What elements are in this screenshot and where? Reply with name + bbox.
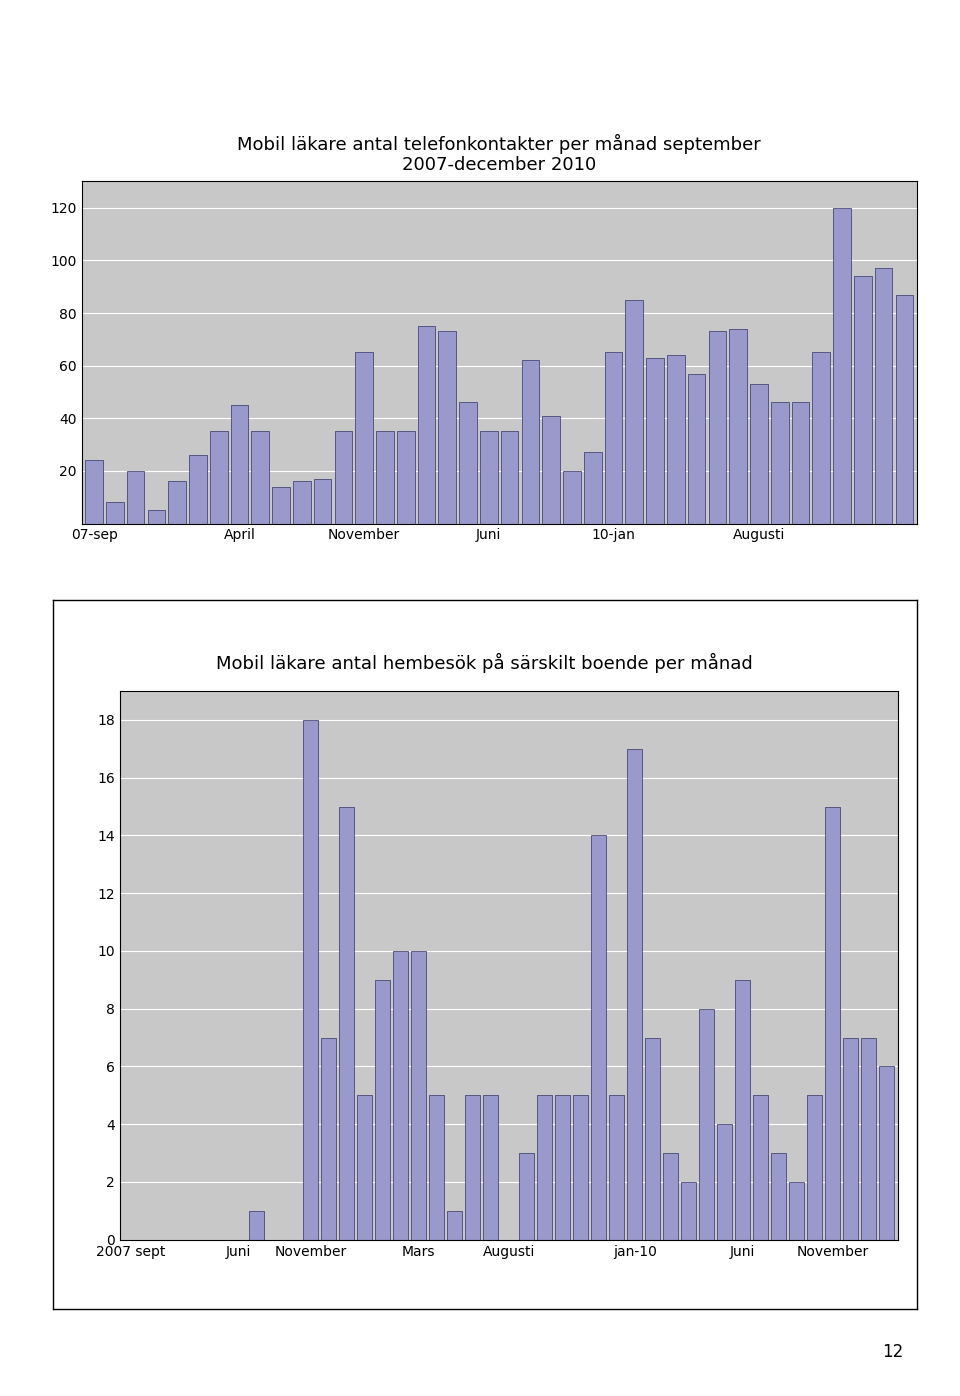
Bar bbox=[501, 431, 518, 524]
Bar bbox=[542, 416, 560, 524]
Bar bbox=[663, 1153, 679, 1240]
Bar bbox=[483, 1096, 498, 1240]
Bar bbox=[538, 1096, 552, 1240]
Text: 12: 12 bbox=[882, 1343, 903, 1361]
Bar bbox=[355, 353, 373, 524]
Text: Mobil läkare antal hembesök på särskilt boende per månad: Mobil läkare antal hembesök på särskilt … bbox=[216, 653, 754, 673]
Bar bbox=[625, 300, 643, 524]
Bar bbox=[394, 951, 408, 1240]
Bar bbox=[168, 482, 186, 524]
Bar bbox=[627, 748, 642, 1240]
Bar bbox=[273, 487, 290, 524]
Bar bbox=[375, 980, 391, 1240]
Bar bbox=[230, 405, 249, 524]
Title: Mobil läkare antal telefonkontakter per månad september
2007-december 2010: Mobil läkare antal telefonkontakter per … bbox=[237, 134, 761, 174]
Bar bbox=[789, 1182, 804, 1240]
Bar bbox=[459, 402, 477, 524]
Bar bbox=[303, 720, 319, 1240]
Bar bbox=[605, 353, 622, 524]
Bar bbox=[127, 470, 144, 524]
Bar bbox=[480, 431, 497, 524]
Bar bbox=[807, 1096, 823, 1240]
Bar bbox=[771, 1153, 786, 1240]
Bar bbox=[210, 431, 228, 524]
Bar bbox=[250, 1210, 264, 1240]
Bar bbox=[610, 1096, 624, 1240]
Bar bbox=[106, 503, 124, 524]
Bar bbox=[252, 431, 269, 524]
Bar bbox=[573, 1096, 588, 1240]
Bar bbox=[429, 1096, 444, 1240]
Bar bbox=[376, 431, 394, 524]
Bar bbox=[771, 402, 788, 524]
Bar bbox=[339, 807, 354, 1240]
Bar bbox=[667, 355, 684, 524]
Bar bbox=[418, 327, 435, 524]
Bar bbox=[439, 331, 456, 524]
Bar bbox=[708, 331, 726, 524]
Bar bbox=[717, 1124, 732, 1240]
Bar bbox=[682, 1182, 696, 1240]
Bar bbox=[396, 431, 415, 524]
Bar bbox=[189, 455, 206, 524]
Bar bbox=[148, 511, 165, 524]
Bar bbox=[730, 329, 747, 524]
Bar bbox=[584, 452, 602, 524]
Bar bbox=[85, 461, 103, 524]
Bar bbox=[564, 470, 581, 524]
Bar bbox=[411, 951, 426, 1240]
Bar bbox=[735, 980, 751, 1240]
Bar bbox=[687, 374, 706, 524]
Bar bbox=[645, 1037, 660, 1240]
Bar bbox=[826, 807, 840, 1240]
Bar bbox=[750, 384, 768, 524]
Bar bbox=[861, 1037, 876, 1240]
Bar bbox=[466, 1096, 480, 1240]
Bar bbox=[754, 1096, 768, 1240]
Bar bbox=[591, 835, 607, 1240]
Bar bbox=[646, 357, 664, 524]
Bar bbox=[879, 1067, 895, 1240]
Bar bbox=[854, 276, 872, 524]
Bar bbox=[896, 295, 913, 524]
Bar bbox=[519, 1153, 535, 1240]
Bar bbox=[833, 208, 851, 524]
Bar bbox=[875, 268, 893, 524]
Bar bbox=[334, 431, 352, 524]
Bar bbox=[322, 1037, 336, 1240]
Bar bbox=[555, 1096, 570, 1240]
Bar bbox=[314, 479, 331, 524]
Bar bbox=[521, 360, 540, 524]
Bar bbox=[843, 1037, 858, 1240]
Bar bbox=[447, 1210, 463, 1240]
Bar bbox=[293, 482, 311, 524]
Bar bbox=[792, 402, 809, 524]
Bar bbox=[812, 353, 830, 524]
Bar bbox=[357, 1096, 372, 1240]
Bar bbox=[699, 1009, 714, 1240]
